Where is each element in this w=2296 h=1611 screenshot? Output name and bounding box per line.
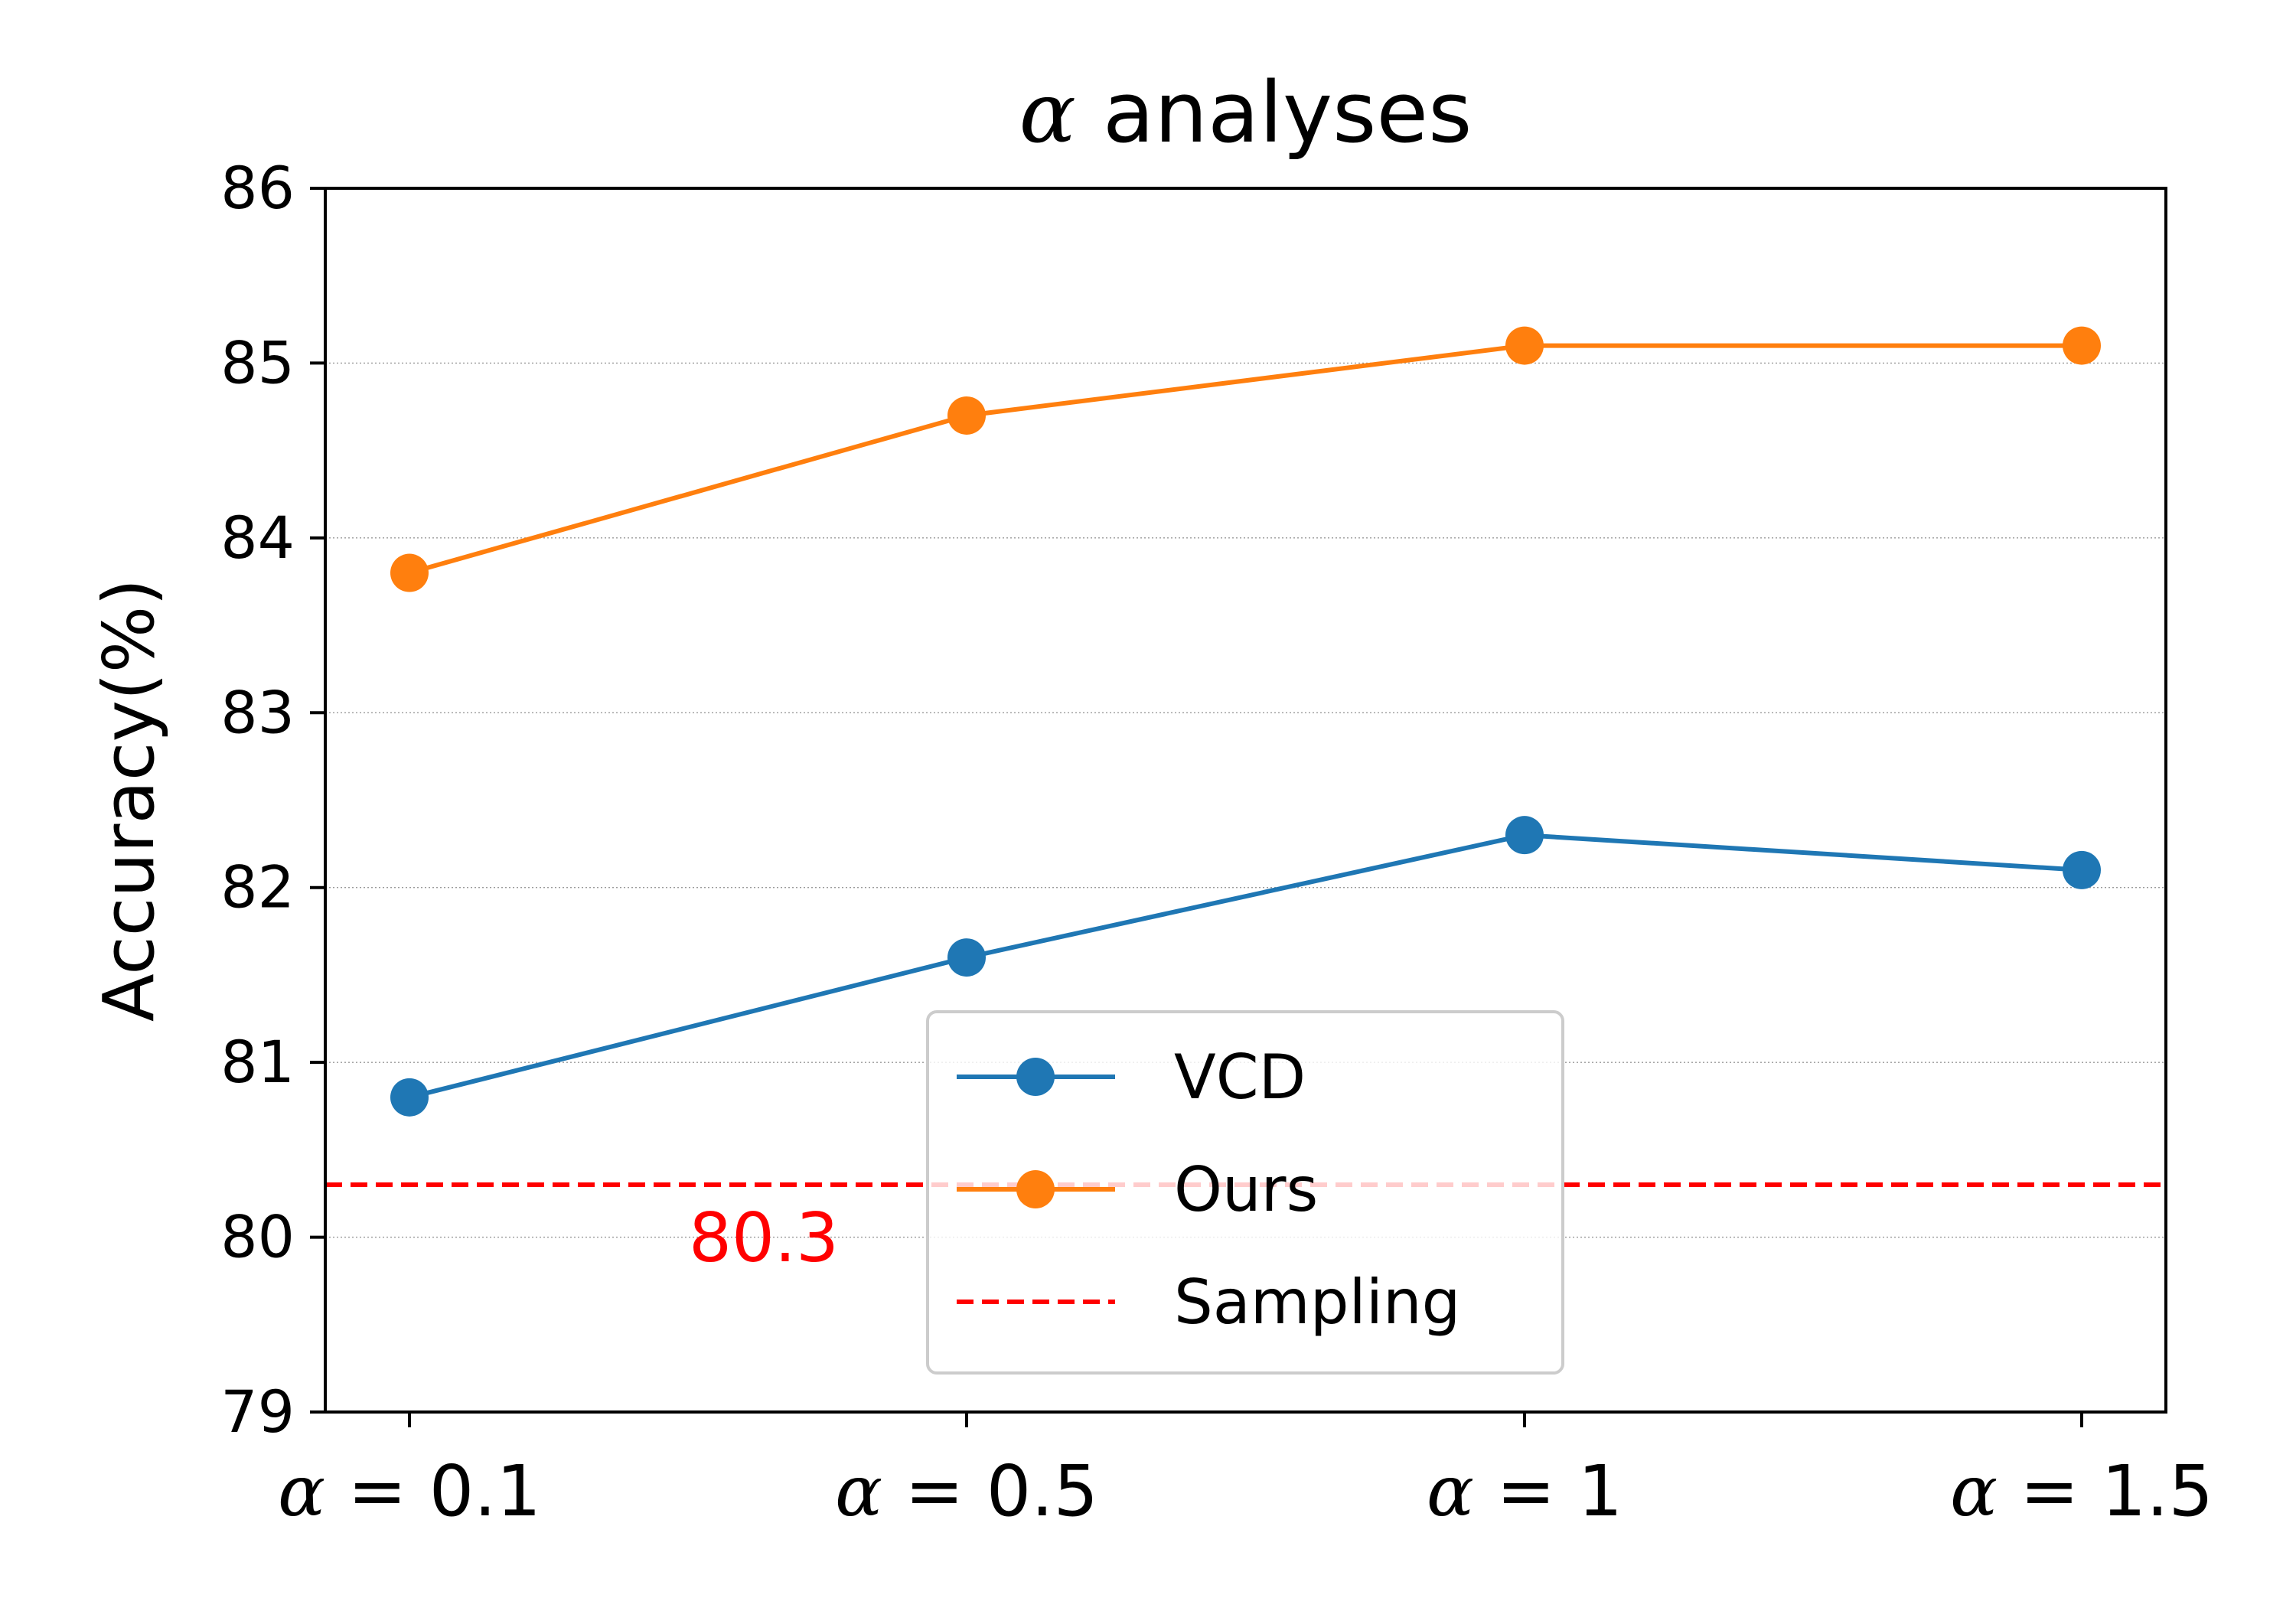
- data-point-vcd: [947, 938, 986, 977]
- sampling-reference-label: 80.3: [689, 1198, 839, 1277]
- data-point-vcd: [390, 1078, 429, 1117]
- x-tick-label: α = 1.5: [1950, 1450, 2213, 1532]
- data-point-vcd: [1505, 816, 1544, 855]
- y-tick-label: 84: [220, 504, 295, 572]
- legend-label: Sampling: [1174, 1267, 1460, 1338]
- y-tick-label: 80: [220, 1203, 295, 1271]
- data-point-vcd: [2063, 850, 2101, 889]
- y-tick-label: 79: [220, 1378, 295, 1446]
- legend-swatch-marker: [1016, 1058, 1055, 1096]
- legend-label: VCD: [1174, 1042, 1306, 1113]
- axes-layer: 79 80 81 82 83 84 85 86 α = 0.1 α = 0.5 α = 1 α = 1…: [88, 64, 2213, 1532]
- y-tick-label: 85: [220, 328, 295, 396]
- y-tick-label: 81: [220, 1028, 295, 1096]
- y-tick-label: 82: [220, 853, 295, 921]
- legend-layer: VCD Ours Sampling: [926, 1010, 1564, 1375]
- y-tick-label: 83: [220, 678, 295, 746]
- plot-frame: [324, 187, 2167, 1414]
- y-tick-label: 86: [220, 154, 295, 222]
- series-line-ours: [409, 343, 2082, 576]
- x-tick-label: α = 1: [1427, 1450, 1623, 1532]
- series-layer: [390, 326, 2101, 1117]
- grid-layer: [325, 362, 2166, 1238]
- x-tick-label: α = 0.5: [835, 1450, 1098, 1532]
- legend-label: Ours: [1174, 1154, 1318, 1225]
- data-point-ours: [947, 396, 986, 435]
- data-point-ours: [2063, 326, 2101, 365]
- chart-title: α analyses: [1019, 64, 1473, 161]
- data-point-ours: [1505, 326, 1544, 365]
- data-point-ours: [390, 553, 429, 592]
- series-line-vcd: [409, 833, 2082, 1100]
- x-tick-label: α = 0.1: [278, 1450, 541, 1532]
- legend-box: [926, 1010, 1564, 1375]
- legend-swatch-marker: [1016, 1170, 1055, 1208]
- y-axis-label: Accuracy(%): [88, 579, 170, 1022]
